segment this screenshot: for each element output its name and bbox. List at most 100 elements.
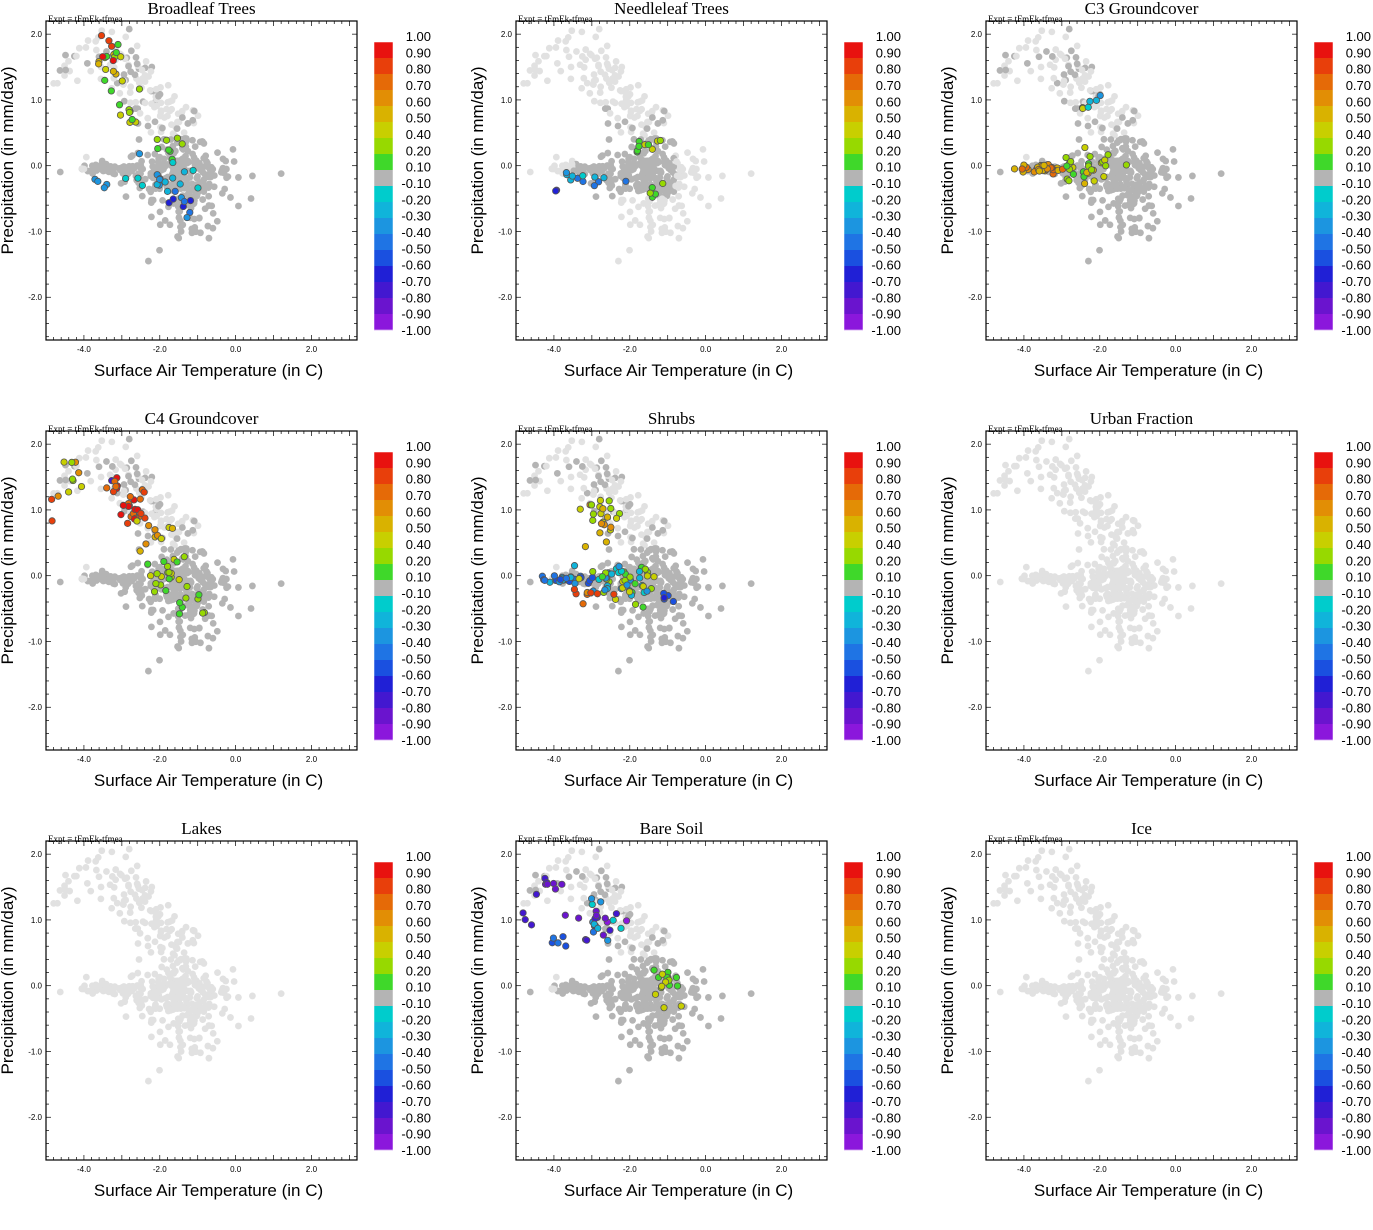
background-point — [1112, 148, 1119, 155]
background-point — [168, 926, 175, 933]
y-tick-label: 0.0 — [31, 162, 43, 171]
colorbar-segment — [374, 138, 393, 154]
background-point — [133, 54, 140, 61]
colorbar-label: 0.50 — [1346, 521, 1371, 536]
background-point — [108, 495, 115, 502]
background-point — [1128, 225, 1135, 232]
background-point — [1073, 177, 1080, 184]
colorbar-segment — [844, 106, 863, 122]
colorbar-label: -1.00 — [1341, 323, 1371, 338]
colorbar-label: -0.40 — [1341, 635, 1371, 650]
background-point — [127, 68, 134, 75]
background-point — [87, 478, 94, 485]
background-point — [597, 478, 604, 485]
background-point — [627, 494, 634, 501]
background-point — [563, 457, 570, 464]
x-tick-label: -2.0 — [153, 345, 167, 354]
background-point — [994, 490, 1001, 497]
colorbar-segment — [1314, 250, 1333, 266]
data-point — [181, 169, 187, 175]
colorbar-label: -0.10 — [401, 176, 431, 191]
background-point — [135, 580, 142, 587]
background-point — [1098, 144, 1105, 151]
background-point — [573, 48, 580, 55]
data-point — [1064, 163, 1070, 169]
background-point — [203, 568, 210, 575]
background-point — [201, 550, 208, 557]
colorbar-segment — [1314, 708, 1333, 724]
background-point — [581, 164, 588, 171]
background-point — [1132, 143, 1139, 150]
background-point — [174, 987, 181, 994]
data-point — [176, 600, 182, 606]
background-point — [192, 143, 199, 150]
data-point — [597, 497, 603, 503]
background-point — [1097, 208, 1104, 215]
background-point — [174, 125, 181, 132]
background-point — [157, 904, 164, 911]
data-point — [1101, 173, 1107, 179]
data-point — [651, 574, 657, 580]
background-point — [719, 173, 726, 180]
background-point — [562, 38, 569, 45]
background-point — [632, 627, 639, 634]
background-point — [1067, 68, 1074, 75]
background-point — [592, 55, 599, 62]
data-point — [108, 43, 114, 49]
background-point — [642, 148, 649, 155]
y-tick-label: -1.0 — [28, 637, 42, 646]
data-point — [644, 573, 650, 579]
background-point — [116, 90, 123, 97]
x-tick-label: -4.0 — [1017, 345, 1031, 354]
background-point — [123, 603, 130, 610]
background-point — [615, 258, 622, 265]
background-point — [639, 97, 646, 104]
background-point — [1079, 477, 1086, 484]
data-point — [1093, 97, 1099, 103]
data-point — [184, 214, 190, 220]
y-tick-label: 0.0 — [501, 162, 513, 171]
data-point — [1070, 171, 1076, 177]
colorbar-label: -0.80 — [1341, 700, 1371, 715]
background-point — [1027, 478, 1034, 485]
background-point — [628, 109, 635, 116]
y-tick-label: -1.0 — [498, 227, 512, 236]
background-point — [210, 210, 217, 217]
background-point — [1093, 513, 1100, 520]
colorbar-segment — [844, 548, 863, 564]
background-point — [73, 53, 80, 60]
background-point — [651, 539, 658, 546]
colorbar-label: 0.80 — [406, 62, 431, 77]
background-point — [1113, 594, 1120, 601]
y-tick-label: -2.0 — [968, 703, 982, 712]
background-point — [1085, 258, 1092, 265]
background-point — [569, 161, 576, 168]
colorbar-label: -0.70 — [401, 274, 431, 289]
background-point — [111, 984, 118, 991]
background-point — [1057, 50, 1064, 57]
background-point — [602, 99, 609, 106]
background-point — [666, 625, 673, 632]
background-point — [634, 113, 641, 120]
background-point — [1148, 578, 1155, 585]
colorbar-segment — [1314, 74, 1333, 90]
background-point — [612, 488, 619, 495]
background-point — [1088, 213, 1095, 220]
background-point — [545, 6, 552, 13]
colorbar-label: -0.50 — [1341, 651, 1371, 666]
background-point — [1057, 460, 1064, 467]
background-point — [181, 949, 188, 956]
background-point — [1154, 149, 1161, 156]
background-point — [148, 888, 155, 895]
data-point — [199, 610, 205, 616]
background-point — [96, 873, 103, 880]
background-point — [718, 605, 725, 612]
background-point — [57, 169, 64, 176]
background-point — [211, 183, 218, 190]
background-point — [1099, 125, 1106, 132]
background-point — [148, 68, 155, 75]
background-point — [532, 477, 539, 484]
data-point — [110, 57, 116, 63]
